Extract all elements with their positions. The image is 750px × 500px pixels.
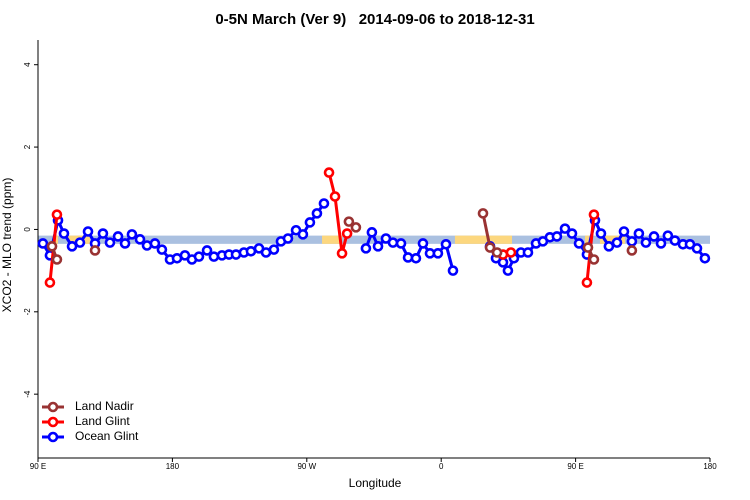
data-point <box>502 265 514 276</box>
x-tick-label: 180 <box>703 462 717 471</box>
data-point <box>343 216 355 227</box>
data-point <box>297 229 309 240</box>
data-point <box>97 228 109 239</box>
data-point <box>551 231 563 242</box>
data-point <box>417 238 429 249</box>
data-point <box>588 209 600 220</box>
data-point <box>618 226 630 237</box>
data-point <box>304 217 316 228</box>
y-tick-label: 4 <box>23 62 32 67</box>
data-point <box>662 230 674 241</box>
data-point <box>582 242 594 253</box>
x-axis-label: Longitude <box>349 476 402 490</box>
data-point <box>573 238 585 249</box>
data-point <box>633 228 645 239</box>
data-point <box>82 226 94 237</box>
data-point <box>691 243 703 254</box>
y-axis-label: XCO2 - MLO trend (ppm) <box>0 178 14 313</box>
data-point <box>522 247 534 258</box>
data-point <box>89 245 101 256</box>
legend-label: Land Nadir <box>75 399 134 413</box>
y-tick-label: 0 <box>23 227 32 232</box>
legend-marker <box>47 401 59 413</box>
data-point <box>559 223 571 234</box>
data-point <box>329 191 341 202</box>
data-point <box>477 208 489 219</box>
data-point <box>149 238 161 249</box>
data-point <box>37 238 49 249</box>
data-point <box>640 237 652 248</box>
legend-label: Ocean Glint <box>75 429 139 443</box>
data-point <box>126 229 138 240</box>
data-point <box>626 245 638 256</box>
data-point <box>318 198 330 209</box>
data-point <box>282 233 294 244</box>
x-tick-label: 0 <box>439 462 444 471</box>
x-tick-label: 90 E <box>30 462 46 471</box>
data-point <box>74 237 86 248</box>
data-point <box>440 238 452 250</box>
data-point <box>46 241 58 252</box>
data-point <box>611 237 623 248</box>
data-point <box>432 248 444 259</box>
data-point <box>134 234 146 245</box>
surface-band <box>599 235 626 244</box>
data-point <box>655 238 667 249</box>
series-line <box>48 172 596 283</box>
data-point <box>603 241 615 252</box>
data-point <box>44 277 56 288</box>
data-point <box>268 244 280 255</box>
data-point <box>51 254 63 265</box>
data-point <box>311 208 323 219</box>
data-point <box>208 251 220 262</box>
data-point <box>387 237 399 248</box>
data-point <box>595 228 607 239</box>
y-tick-label: -2 <box>23 308 32 316</box>
y-tick-label: 2 <box>23 144 32 149</box>
legend-marker <box>47 416 59 428</box>
data-point <box>193 251 205 262</box>
data-point <box>58 228 70 239</box>
data-point <box>341 228 353 239</box>
data-point <box>410 252 422 264</box>
legend-label: Land Glint <box>75 414 130 428</box>
surface-band <box>322 235 343 244</box>
data-point <box>505 247 517 258</box>
data-point <box>699 252 711 264</box>
data-point <box>491 247 503 258</box>
data-point <box>588 254 600 265</box>
data-point <box>66 241 78 252</box>
data-point <box>360 243 372 254</box>
data-point <box>323 167 335 178</box>
data-point <box>626 236 638 247</box>
x-tick-label: 90 E <box>567 462 583 471</box>
surface-band <box>585 235 593 244</box>
data-point <box>156 244 168 255</box>
data-point <box>648 231 660 242</box>
data-point <box>484 242 496 253</box>
data-point <box>201 245 213 256</box>
data-point <box>669 235 681 246</box>
x-tick-label: 90 W <box>297 462 316 471</box>
data-point <box>566 228 578 239</box>
data-point <box>350 222 362 233</box>
data-point <box>581 277 593 288</box>
legend-marker <box>47 431 59 443</box>
data-point <box>447 265 459 276</box>
chart-title: 0-5N March (Ver 9) 2014-09-06 to 2018-12… <box>215 11 534 28</box>
data-point <box>395 238 407 249</box>
data-point <box>104 237 116 248</box>
surface-band <box>454 235 512 244</box>
data-point <box>336 248 348 259</box>
data-point <box>119 238 131 249</box>
data-point <box>112 231 124 242</box>
data-point <box>372 241 384 252</box>
data-point <box>366 227 378 238</box>
x-tick-label: 180 <box>166 462 180 471</box>
data-point <box>51 209 63 220</box>
y-tick-label: -4 <box>23 390 32 398</box>
